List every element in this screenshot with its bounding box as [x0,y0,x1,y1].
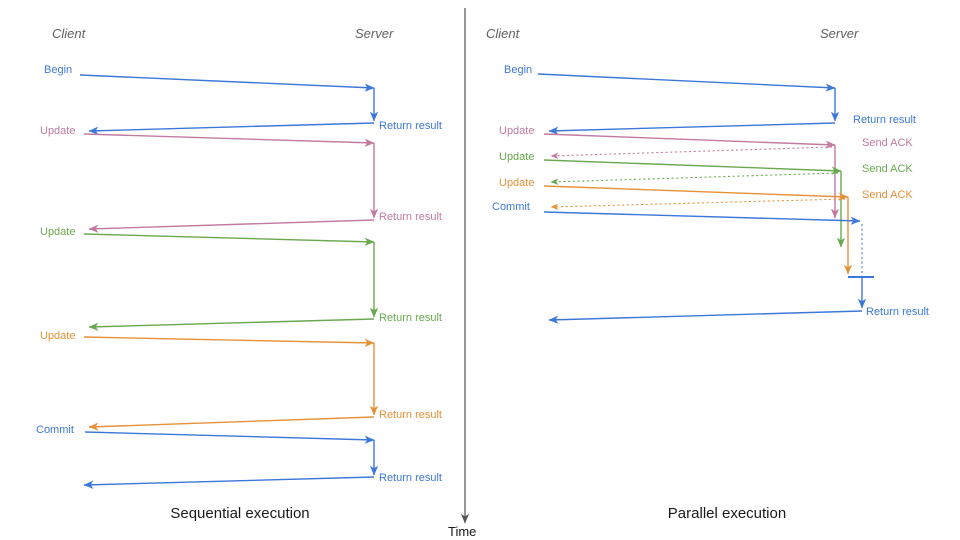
seq-update1-return-label: Return result [379,211,442,223]
par-update3-label: Update [499,177,535,189]
par-begin-response-line [548,122,836,135]
par-update1-label: Update [499,125,535,137]
par-msg-begin [537,73,840,135]
par-update3-ack-label: Send ACK [862,189,913,201]
seq-update3-request-line [83,336,375,347]
seq-update1-label: Update [40,125,76,137]
seq-begin-label: Begin [44,64,73,76]
par-msg-update3 [543,185,853,275]
par-update3-ack-line [550,198,846,211]
par-commit-response-line [548,310,863,324]
par-update1-request-line [543,133,836,149]
par-begin-return-label: Return result [853,114,916,126]
seq-update1-request-line [83,133,375,147]
seq-update3-response-line [88,416,375,431]
par-begin-label: Begin [504,64,533,76]
par-commit-return-label: Return result [866,306,929,318]
seq-msg-commit [83,431,379,489]
par-msg-commit [543,211,874,324]
seq-update2-request-line [83,233,375,246]
seq-update2-response-line [88,318,375,331]
seq-update3-return-label: Return result [379,409,442,421]
seq-begin-response-line [88,122,375,135]
seq-commit-label: Commit [36,424,74,436]
seq-commit-request-line [84,431,375,444]
seq-commit-response-line [83,476,375,489]
seq-update2-return-label: Return result [379,312,442,324]
par-commit-request-line [543,211,861,225]
time-axis-label: Time [448,524,477,539]
seq-update3-label: Update [40,330,76,342]
seq-msg-update3 [83,336,379,431]
seq-msg-begin [79,74,379,135]
par-update2-ack-line [550,172,839,186]
par-update2-request-line [543,159,842,175]
par-commit-label: Commit [492,201,530,213]
seq-update1-response-line [88,219,375,233]
par-begin-request-line [537,73,836,92]
seq-server-header: Server [355,26,394,41]
par-client-header: Client [486,26,520,41]
par-update2-label: Update [499,151,535,163]
seq-msg-update1 [83,133,379,233]
par-update1-ack-line [550,146,833,159]
seq-commit-return-label: Return result [379,472,442,484]
par-update1-ack-label: Send ACK [862,137,913,149]
seq-client-header: Client [52,26,86,41]
par-msg-update1 [543,133,840,219]
par-update2-ack-label: Send ACK [862,163,913,175]
seq-begin-request-line [79,74,375,92]
par-caption: Parallel execution [667,505,787,522]
seq-update2-label: Update [40,226,76,238]
par-update3-request-line [543,185,849,201]
par-server-header: Server [820,26,859,41]
seq-begin-return-label: Return result [379,120,442,132]
seq-caption: Sequential execution [170,505,310,522]
par-msg-update2 [543,159,846,248]
seq-msg-update2 [83,233,379,331]
